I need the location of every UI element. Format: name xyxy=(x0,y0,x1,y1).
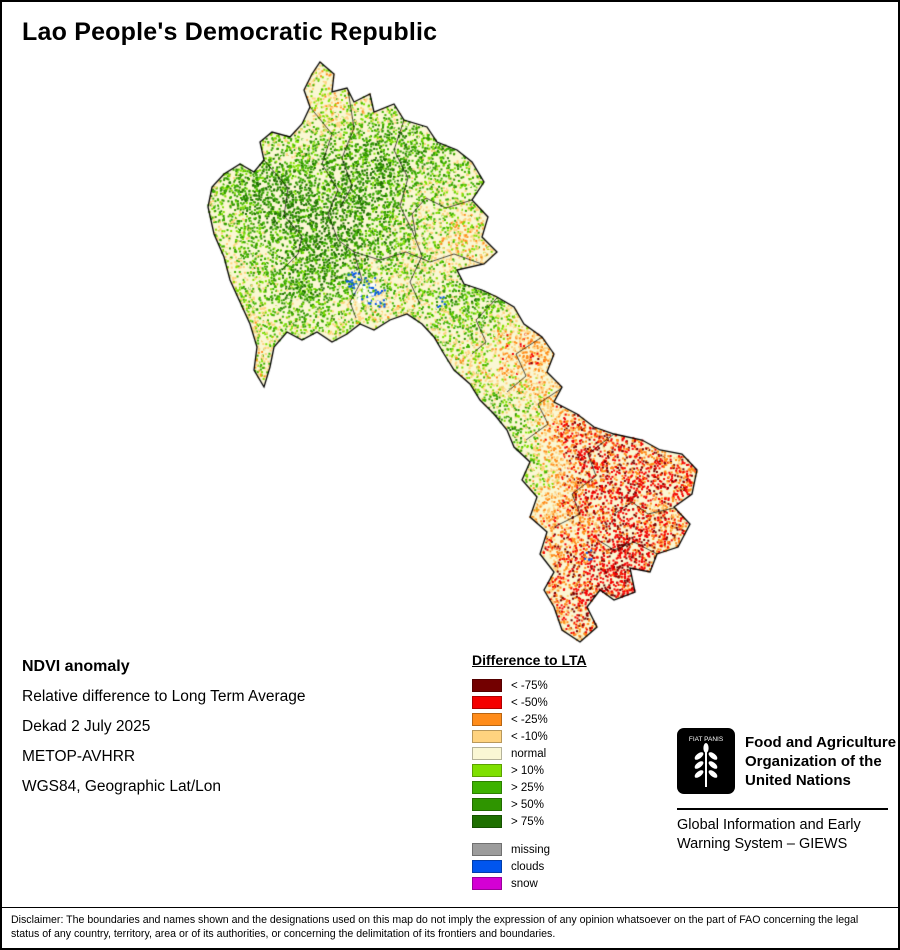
legend-swatch xyxy=(472,860,502,873)
page-title: Lao People's Democratic Republic xyxy=(22,18,438,46)
legend-row: > 25% xyxy=(472,779,587,796)
legend-label: < -75% xyxy=(511,679,548,692)
legend-label: > 50% xyxy=(511,798,544,811)
legend-swatch xyxy=(472,696,502,709)
info-line-dekad: Dekad 2 July 2025 xyxy=(22,718,151,735)
legend-swatch xyxy=(472,730,502,743)
legend-row: normal xyxy=(472,745,587,762)
legend-row: < -75% xyxy=(472,677,587,694)
info-line-projection: WGS84, Geographic Lat/Lon xyxy=(22,778,222,795)
legend-row: > 10% xyxy=(472,762,587,779)
legend: Difference to LTA < -75% < -50% < -25% <… xyxy=(472,652,587,892)
legend-swatch xyxy=(472,679,502,692)
legend-label: missing xyxy=(511,843,550,856)
fao-organization-name: Food and Agriculture Organization of the… xyxy=(745,733,896,790)
legend-label: > 75% xyxy=(511,815,544,828)
legend-swatch xyxy=(472,747,502,760)
info-line-sensor: METOP-AVHRR xyxy=(22,748,136,765)
legend-swatch xyxy=(472,877,502,890)
legend-row: < -10% xyxy=(472,728,587,745)
legend-swatch xyxy=(472,764,502,777)
legend-label: < -50% xyxy=(511,696,548,709)
legend-swatch xyxy=(472,815,502,828)
giews-label: Global Information and Early Warning Sys… xyxy=(677,816,861,854)
giews-line: Global Information and Early xyxy=(677,817,861,833)
fao-name-line: Organization of the xyxy=(745,753,882,770)
legend-row: clouds xyxy=(472,858,587,875)
legend-label: < -10% xyxy=(511,730,548,743)
legend-title: Difference to LTA xyxy=(472,652,587,668)
legend-row: < -25% xyxy=(472,711,587,728)
legend-row: > 50% xyxy=(472,796,587,813)
fao-name-line: United Nations xyxy=(745,772,851,789)
legend-label: > 25% xyxy=(511,781,544,794)
legend-label: normal xyxy=(511,747,547,760)
legend-swatch xyxy=(472,798,502,811)
disclaimer-text: Disclaimer: The boundaries and names sho… xyxy=(2,907,898,948)
legend-row: snow xyxy=(472,875,587,892)
legend-row: missing xyxy=(472,841,587,858)
legend-label: < -25% xyxy=(511,713,548,726)
info-line-subtitle: Relative difference to Long Term Average xyxy=(22,688,306,705)
fao-logo: FIAT PANIS xyxy=(677,728,735,794)
giews-line: Warning System – GIEWS xyxy=(677,836,848,852)
info-heading: NDVI anomaly xyxy=(22,658,130,675)
map-info-block: NDVI anomaly Relative difference to Long… xyxy=(22,652,306,802)
legend-row: > 75% xyxy=(472,813,587,830)
legend-swatch xyxy=(472,843,502,856)
svg-text:FIAT PANIS: FIAT PANIS xyxy=(689,736,724,743)
legend-label: snow xyxy=(511,877,538,890)
legend-row: < -50% xyxy=(472,694,587,711)
footer-divider xyxy=(677,808,888,810)
legend-swatch xyxy=(472,781,502,794)
wheat-ear-icon: FIAT PANIS xyxy=(677,728,735,794)
legend-label: > 10% xyxy=(511,764,544,777)
fao-name-line: Food and Agriculture xyxy=(745,734,897,751)
legend-label: clouds xyxy=(511,860,545,873)
legend-swatch xyxy=(472,713,502,726)
